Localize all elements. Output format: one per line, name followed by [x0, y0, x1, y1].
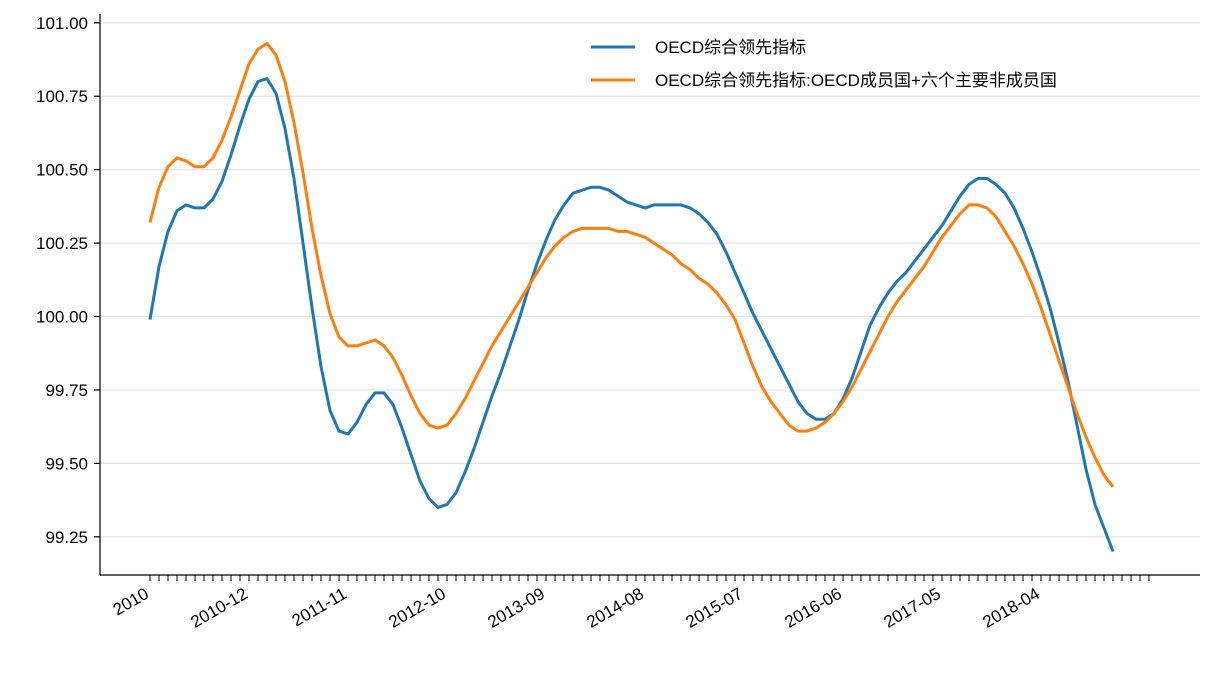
legend-label-1: OECD综合领先指标 — [655, 38, 806, 57]
series-line-2 — [148, 41, 1115, 488]
x-tick-label: 2018-04 — [979, 584, 1043, 632]
x-tick-label: 2017-05 — [880, 584, 944, 632]
x-tick-label: 2015-07 — [682, 584, 746, 632]
x-axis-ticks: 2010 2010-12 2011-11 2012-10 2013-09 2014-08 2… — [110, 575, 1150, 632]
y-tick-label: 101.00 — [36, 14, 88, 33]
series-lines — [148, 41, 1115, 553]
x-tick-label: 2013-09 — [484, 584, 548, 632]
series-line-1 — [148, 77, 1115, 553]
legend-label-2: OECD综合领先指标:OECD成员国+六个主要非成员国 — [655, 71, 1057, 90]
x-tick-label: 2014-08 — [583, 584, 647, 632]
y-tick-label: 100.75 — [36, 87, 88, 106]
x-tick-label: 2016-06 — [781, 584, 845, 632]
y-tick-label: 99.25 — [45, 528, 88, 547]
x-tick-label: 2010-12 — [187, 584, 251, 632]
legend: OECD综合领先指标 OECD综合领先指标:OECD成员国+六个主要非成员国 — [591, 38, 1057, 90]
x-tick-label: 2010 — [110, 584, 152, 619]
axes — [99, 14, 1200, 576]
gridlines — [100, 22, 1200, 538]
y-tick-label: 99.75 — [45, 381, 88, 400]
y-tick-label: 100.00 — [36, 308, 88, 327]
x-tick-label: 2012-10 — [385, 584, 449, 632]
x-tick-label: 2011-11 — [289, 584, 350, 630]
y-tick-label: 100.50 — [36, 161, 88, 180]
y-tick-label: 99.50 — [45, 454, 88, 473]
y-tick-label: 100.25 — [36, 234, 88, 253]
y-axis-ticks: 99.25 99.50 99.75 100.00 100.25 100.50 100.75 1… — [36, 14, 100, 547]
